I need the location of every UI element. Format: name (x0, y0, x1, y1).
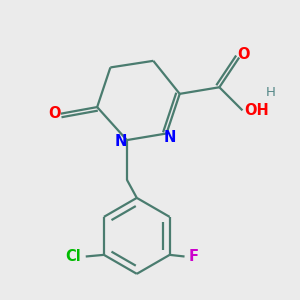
Text: Cl: Cl (65, 249, 81, 264)
Text: N: N (164, 130, 176, 145)
Text: OH: OH (244, 103, 269, 118)
Text: N: N (115, 134, 127, 149)
Text: F: F (189, 249, 199, 264)
Text: O: O (49, 106, 61, 121)
Text: O: O (237, 47, 249, 62)
Text: H: H (266, 86, 275, 99)
